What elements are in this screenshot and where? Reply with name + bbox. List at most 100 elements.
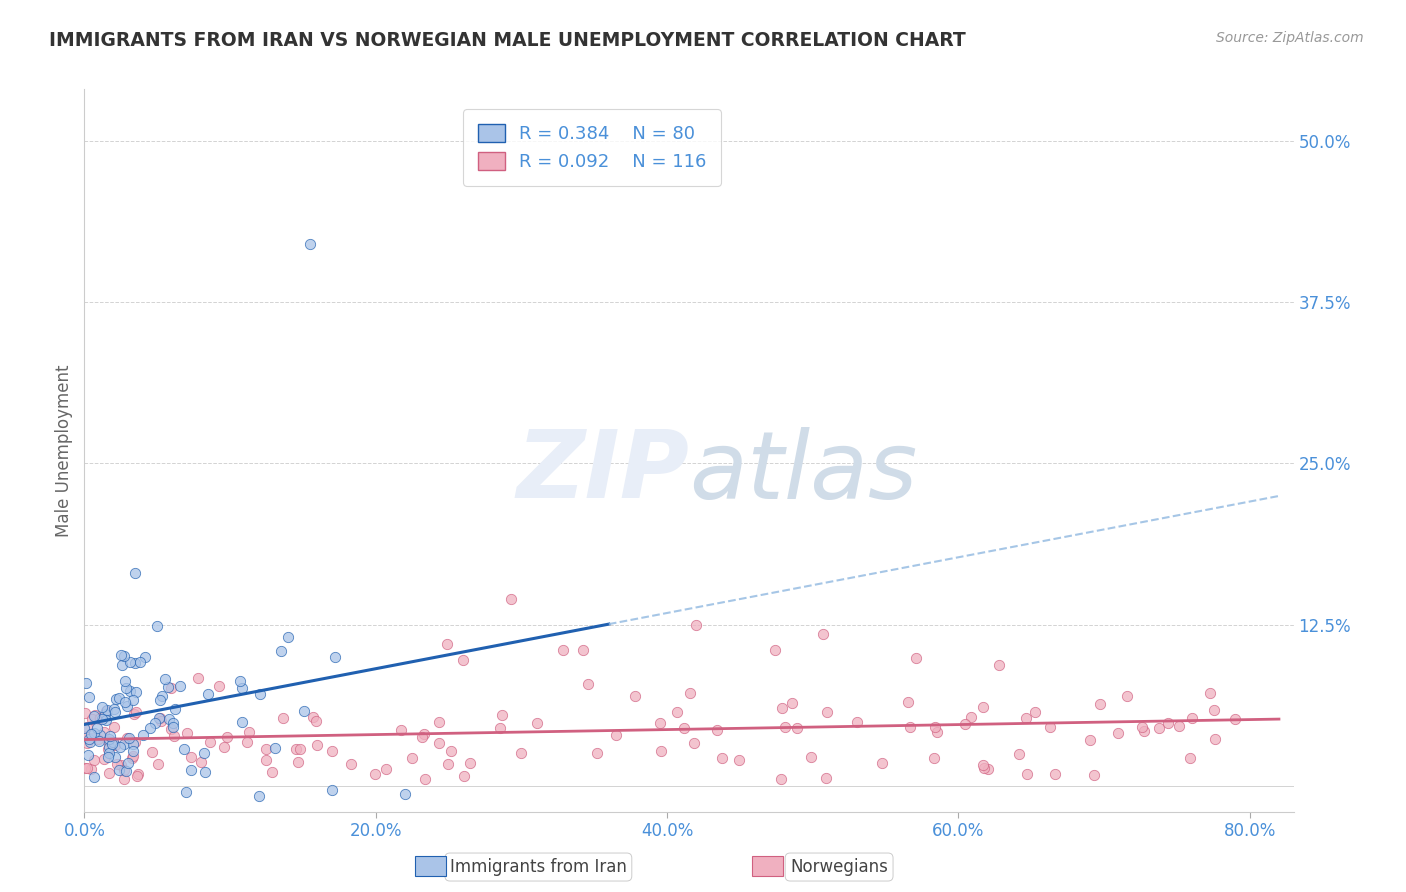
Point — [586, 746, 609, 760]
Point — [94, 704, 117, 718]
Point — [501, 591, 523, 606]
Point — [165, 701, 187, 715]
Point — [104, 749, 127, 764]
Point — [129, 655, 152, 669]
Point — [128, 766, 150, 780]
Point — [76, 761, 98, 775]
Point — [98, 740, 121, 755]
Point — [440, 744, 463, 758]
Point — [977, 762, 1000, 776]
Point — [124, 566, 146, 580]
Point — [401, 751, 423, 765]
Point — [122, 749, 145, 764]
Point — [394, 787, 416, 801]
Point — [427, 736, 450, 750]
Point — [782, 697, 804, 711]
Point — [149, 711, 172, 725]
Point — [231, 715, 253, 730]
Point — [489, 721, 512, 735]
Point — [263, 740, 285, 755]
Point — [103, 738, 125, 752]
Point — [491, 707, 513, 722]
Point — [90, 699, 112, 714]
Point — [436, 637, 458, 651]
Point — [115, 764, 138, 779]
Point — [89, 711, 111, 725]
Point — [110, 739, 132, 754]
Point — [208, 680, 231, 694]
Legend: R = 0.384    N = 80, R = 0.092    N = 116: R = 0.384 N = 80, R = 0.092 N = 116 — [464, 109, 721, 186]
Point — [672, 721, 695, 735]
Point — [299, 237, 322, 252]
Point — [1024, 705, 1046, 719]
Point — [927, 724, 949, 739]
Point — [180, 763, 202, 777]
Point — [77, 747, 100, 762]
Point — [97, 732, 120, 747]
Point — [770, 701, 793, 715]
Point — [786, 722, 808, 736]
Point — [1039, 720, 1062, 734]
Point — [97, 750, 120, 764]
Point — [114, 695, 136, 709]
Point — [96, 703, 118, 717]
Point — [238, 724, 260, 739]
Point — [413, 772, 436, 787]
Point — [150, 714, 173, 729]
Point — [453, 768, 475, 782]
Point — [141, 745, 163, 759]
Point — [576, 677, 599, 691]
Point — [160, 681, 183, 695]
Point — [453, 652, 475, 666]
Point — [679, 686, 702, 700]
Point — [124, 735, 146, 749]
Point — [1107, 726, 1129, 740]
Point — [117, 756, 139, 770]
Point — [193, 746, 215, 760]
Point — [323, 649, 346, 664]
Point — [1223, 712, 1246, 726]
Point — [845, 714, 868, 729]
Point — [114, 673, 136, 688]
Point — [112, 737, 135, 751]
Point — [710, 751, 733, 765]
Point — [169, 680, 191, 694]
Point — [104, 691, 127, 706]
Point — [98, 729, 121, 743]
Point — [254, 742, 277, 756]
Point — [509, 746, 531, 760]
Point — [1043, 766, 1066, 780]
Point — [953, 716, 976, 731]
Point — [526, 715, 548, 730]
Point — [389, 723, 412, 738]
Point — [97, 741, 120, 756]
Point — [114, 681, 136, 695]
Point — [375, 762, 398, 776]
Point — [1147, 721, 1170, 735]
Point — [76, 720, 98, 734]
Point — [254, 752, 277, 766]
Point — [108, 763, 131, 777]
Point — [271, 711, 294, 725]
Point — [83, 725, 105, 739]
Point — [770, 772, 793, 787]
Point — [285, 742, 308, 756]
Point — [112, 648, 135, 663]
Point — [249, 687, 271, 701]
Point — [124, 656, 146, 670]
Point — [800, 750, 823, 764]
Point — [118, 655, 141, 669]
Point — [125, 769, 148, 783]
Point — [180, 749, 202, 764]
Point — [155, 673, 177, 687]
Point — [1168, 719, 1191, 733]
Text: Source: ZipAtlas.com: Source: ZipAtlas.com — [1216, 31, 1364, 45]
Point — [173, 742, 195, 756]
Point — [197, 687, 219, 701]
Point — [83, 753, 105, 767]
Point — [307, 738, 329, 752]
Point — [1180, 751, 1202, 765]
Point — [1130, 720, 1153, 734]
Point — [650, 744, 672, 758]
Point — [87, 732, 110, 747]
